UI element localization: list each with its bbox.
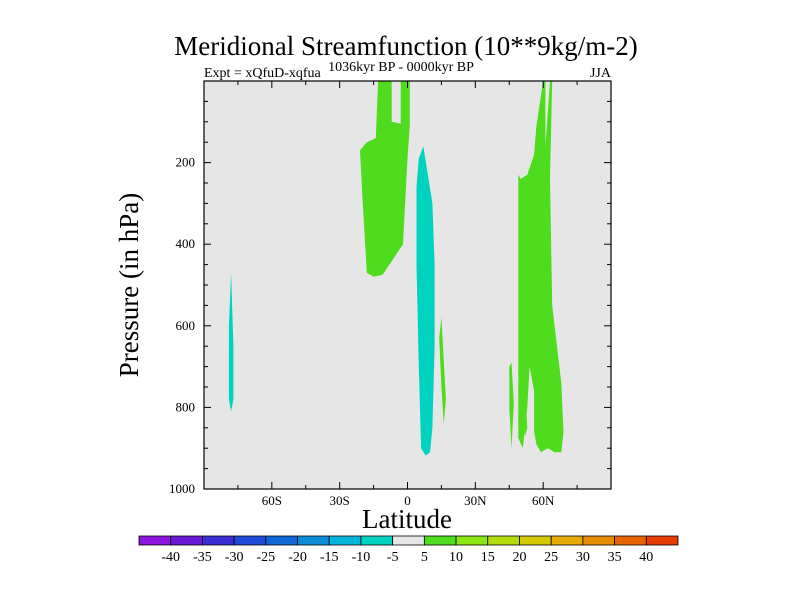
colorbar-label: 30	[576, 550, 590, 565]
colorbar-label: 35	[608, 550, 622, 565]
colorbar-label: -10	[352, 550, 371, 565]
colorbar-swatch	[487, 535, 520, 546]
colorbar-label: 15	[481, 550, 495, 565]
colorbar-swatch	[519, 535, 552, 546]
colorbar-label: 40	[639, 550, 653, 565]
colorbar-swatch	[550, 535, 584, 546]
contour-region-nh-tropical-band	[360, 81, 410, 277]
axes: 60S 30S 0 30N 60N 200 400 600 800 1000	[169, 81, 611, 508]
y-axis-label: Pressure (in hPa)	[114, 193, 144, 377]
colorbar: -40 -35 -30 -25 -20 -15 -10 -5 5 10 15 20 25 30 35 40	[138, 535, 679, 565]
y-tick-label: 200	[176, 155, 196, 170]
y-tick-label: 800	[176, 399, 196, 414]
x-axis-label: Latitude	[362, 504, 452, 534]
colorbar-swatch	[614, 535, 647, 546]
colorbar-label: -35	[193, 550, 212, 565]
colorbar-swatch	[328, 535, 362, 546]
chart-subtitle: 1036kyr BP - 0000kyr BP	[328, 60, 474, 75]
contour-region-nh-midlatitude-main	[518, 81, 564, 453]
colorbar-label: 25	[544, 550, 558, 565]
colorbar-swatch	[423, 535, 457, 546]
colorbar-swatch	[170, 535, 203, 546]
x-tick-label: 30S	[330, 493, 350, 508]
y-tick-label: 600	[176, 318, 196, 333]
colorbar-swatch	[265, 535, 298, 546]
chart-title: Meridional Streamfunction (10**9kg/m-2)	[174, 31, 637, 61]
contour-regions	[228, 81, 564, 456]
contour-region-nh-subtropical-cell	[439, 317, 446, 424]
colorbar-label: -15	[320, 550, 339, 565]
colorbar-swatch	[360, 535, 394, 546]
colorbar-label: -5	[387, 550, 399, 565]
season-label: JJA	[590, 66, 612, 81]
colorbar-swatch	[645, 535, 679, 546]
colorbar-label: -25	[256, 550, 275, 565]
colorbar-label: -40	[161, 550, 180, 565]
colorbar-swatch	[392, 535, 425, 546]
colorbar-swatch	[233, 535, 267, 546]
x-tick-label: 0	[404, 493, 411, 508]
colorbar-swatch	[455, 535, 489, 546]
colorbar-swatch	[297, 535, 330, 546]
colorbar-label: 5	[421, 550, 428, 565]
colorbar-swatch	[138, 535, 172, 546]
colorbar-swatch	[582, 535, 615, 546]
y-tick-label: 1000	[169, 481, 195, 496]
colorbar-label: -20	[288, 550, 307, 565]
contour-region-sh-polar-strip	[228, 272, 234, 412]
y-tick-label: 400	[176, 236, 196, 251]
contour-region-equatorial-minimum	[416, 146, 435, 456]
experiment-label: Expt = xQfuD-xqfua	[204, 66, 322, 81]
colorbar-label: 10	[449, 550, 463, 565]
x-tick-label: 60N	[532, 493, 555, 508]
x-tick-label: 30N	[464, 493, 487, 508]
contour-region-nh-midlatitude-sliver-2	[522, 391, 528, 436]
x-tick-label: 60S	[262, 493, 282, 508]
colorbar-label: -30	[225, 550, 244, 565]
contour-region-nh-midlatitude-sliver	[509, 362, 514, 449]
colorbar-label: 20	[512, 550, 526, 565]
colorbar-swatch	[202, 535, 235, 546]
